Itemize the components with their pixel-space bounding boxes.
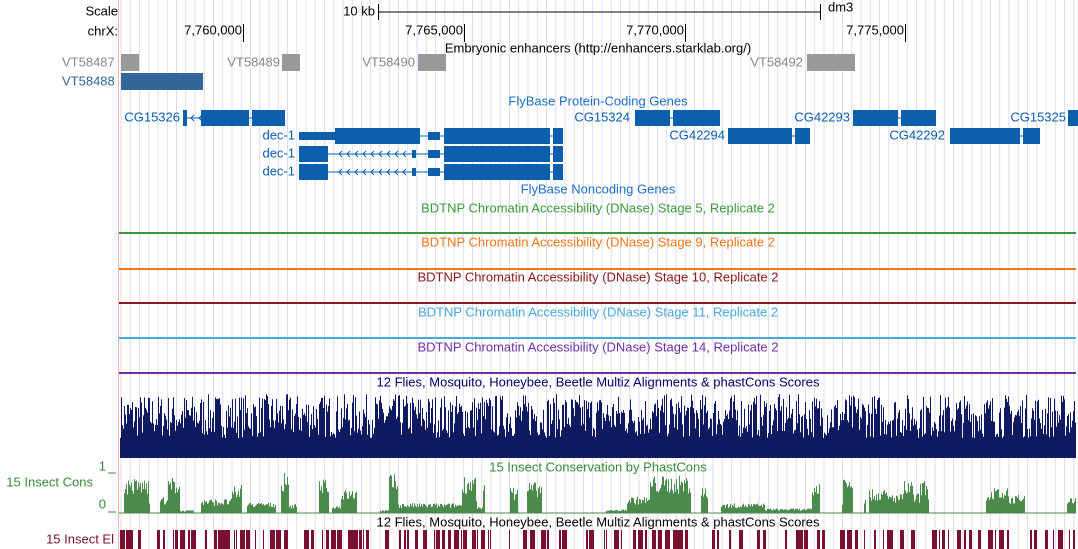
- conserved-elements: [120, 530, 1075, 549]
- gene-label: CG15324: [574, 109, 630, 124]
- strand-arrow: [190, 114, 195, 122]
- signal-baseline: [119, 372, 1076, 374]
- track-title: 12 Flies, Mosquito, Honeybee, Beetle Mul…: [377, 374, 820, 389]
- track-title: FlyBase Protein-Coding Genes: [508, 93, 688, 108]
- axis-label: 0: [99, 496, 106, 511]
- strand-arrow: [386, 150, 391, 158]
- exon: [335, 128, 420, 144]
- exon: [428, 168, 440, 176]
- strand-arrow: [394, 168, 399, 176]
- strand-arrow: [402, 150, 407, 158]
- signal-baseline: [119, 268, 1076, 270]
- scale-bar-label: 10 kb: [343, 3, 375, 18]
- exon: [1023, 128, 1040, 144]
- exon: [299, 132, 335, 140]
- strand-arrow: [354, 150, 359, 158]
- strand-arrow: [346, 168, 351, 176]
- track-title: BDTNP Chromatin Accessibility (DNase) St…: [417, 339, 778, 354]
- exon: [444, 128, 550, 144]
- gene-label: CG42294: [669, 127, 725, 142]
- strand-arrow: [402, 168, 407, 176]
- exon: [412, 168, 416, 176]
- enhancer-block: [121, 73, 203, 90]
- enhancer-block: [418, 54, 446, 71]
- signal-baseline: [119, 232, 1076, 234]
- assembly-label: dm3: [828, 0, 853, 14]
- enhancer-block: [807, 54, 855, 71]
- ruler-tick-label: 7,770,000: [626, 22, 684, 37]
- chrom-label: chrX:: [88, 23, 118, 38]
- strand-arrow: [338, 150, 343, 158]
- enhancer-label: VT58490: [362, 54, 415, 69]
- strand-arrow: [346, 150, 351, 158]
- ruler-tick-label: 7,760,000: [184, 22, 242, 37]
- signal-baseline: [119, 302, 1076, 304]
- exon: [950, 128, 1020, 144]
- exon: [901, 110, 936, 126]
- strand-arrow: [386, 168, 391, 176]
- track-title: 12 Flies, Mosquito, Honeybee, Beetle Mul…: [377, 514, 820, 529]
- exon: [299, 164, 328, 180]
- axis-label: 1: [99, 458, 106, 473]
- gene-label: CG42292: [889, 127, 945, 142]
- exon: [201, 110, 249, 126]
- ruler-tick-label: 7,765,000: [405, 22, 463, 37]
- track-title: BDTNP Chromatin Accessibility (DNase) St…: [418, 304, 778, 319]
- track-title: Embryonic enhancers (http://enhancers.st…: [445, 40, 751, 55]
- track-label: 15 Insect Cons: [6, 474, 93, 489]
- track-title: BDTNP Chromatin Accessibility (DNase) St…: [417, 269, 778, 284]
- exon: [728, 128, 792, 144]
- strand-arrow: [362, 150, 367, 158]
- enhancer-label: VT58492: [750, 54, 803, 69]
- strand-arrow: [394, 150, 399, 158]
- track-title: BDTNP Chromatin Accessibility (DNase) St…: [421, 234, 775, 249]
- exon: [444, 146, 550, 162]
- track-title: FlyBase Noncoding Genes: [521, 181, 676, 196]
- gene-label: dec-1: [262, 127, 295, 142]
- track-title: 15 Insect Conservation by PhastCons: [489, 459, 707, 474]
- exon: [299, 146, 328, 162]
- exon: [553, 164, 563, 180]
- gene-label: dec-1: [262, 163, 295, 178]
- enhancer-block: [121, 54, 139, 71]
- track-label: 15 Insect El: [46, 531, 114, 546]
- exon: [853, 110, 898, 126]
- exon: [183, 110, 187, 126]
- exon: [412, 150, 416, 158]
- exon: [635, 110, 670, 126]
- enhancer-label: VT58487: [62, 54, 115, 69]
- exon: [673, 110, 720, 126]
- exon: [795, 128, 810, 144]
- gene-label: CG15326: [124, 109, 180, 124]
- phastcons-signal: [124, 473, 1076, 513]
- multiz-signal: [120, 394, 1076, 458]
- strand-arrow: [378, 168, 383, 176]
- exon: [428, 150, 440, 158]
- ruler-tick-label: 7,775,000: [846, 22, 904, 37]
- enhancer-label: VT58488: [62, 73, 115, 88]
- exon: [553, 128, 563, 144]
- strand-arrow: [354, 168, 359, 176]
- track-title: BDTNP Chromatin Accessibility (DNase) St…: [421, 200, 775, 215]
- exon: [428, 132, 440, 140]
- gene-label: CG15325: [1010, 109, 1066, 124]
- exon: [1068, 110, 1078, 126]
- gene-label: dec-1: [262, 145, 295, 160]
- strand-arrow: [378, 150, 383, 158]
- exon: [444, 164, 550, 180]
- enhancer-block: [282, 54, 300, 71]
- exon: [553, 146, 563, 162]
- strand-arrow: [370, 168, 375, 176]
- gene-label: CG42293: [794, 109, 850, 124]
- strand-arrow: [362, 168, 367, 176]
- signal-baseline: [119, 337, 1076, 339]
- exon: [252, 110, 285, 126]
- enhancer-label: VT58489: [227, 54, 280, 69]
- strand-arrow: [338, 168, 343, 176]
- strand-arrow: [370, 150, 375, 158]
- scale-label: Scale: [85, 3, 118, 18]
